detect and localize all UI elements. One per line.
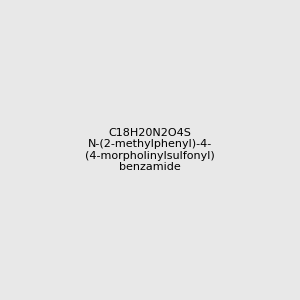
Text: C18H20N2O4S
N-(2-methylphenyl)-4-
(4-morpholinylsulfonyl)
benzamide: C18H20N2O4S N-(2-methylphenyl)-4- (4-mor… bbox=[85, 128, 215, 172]
